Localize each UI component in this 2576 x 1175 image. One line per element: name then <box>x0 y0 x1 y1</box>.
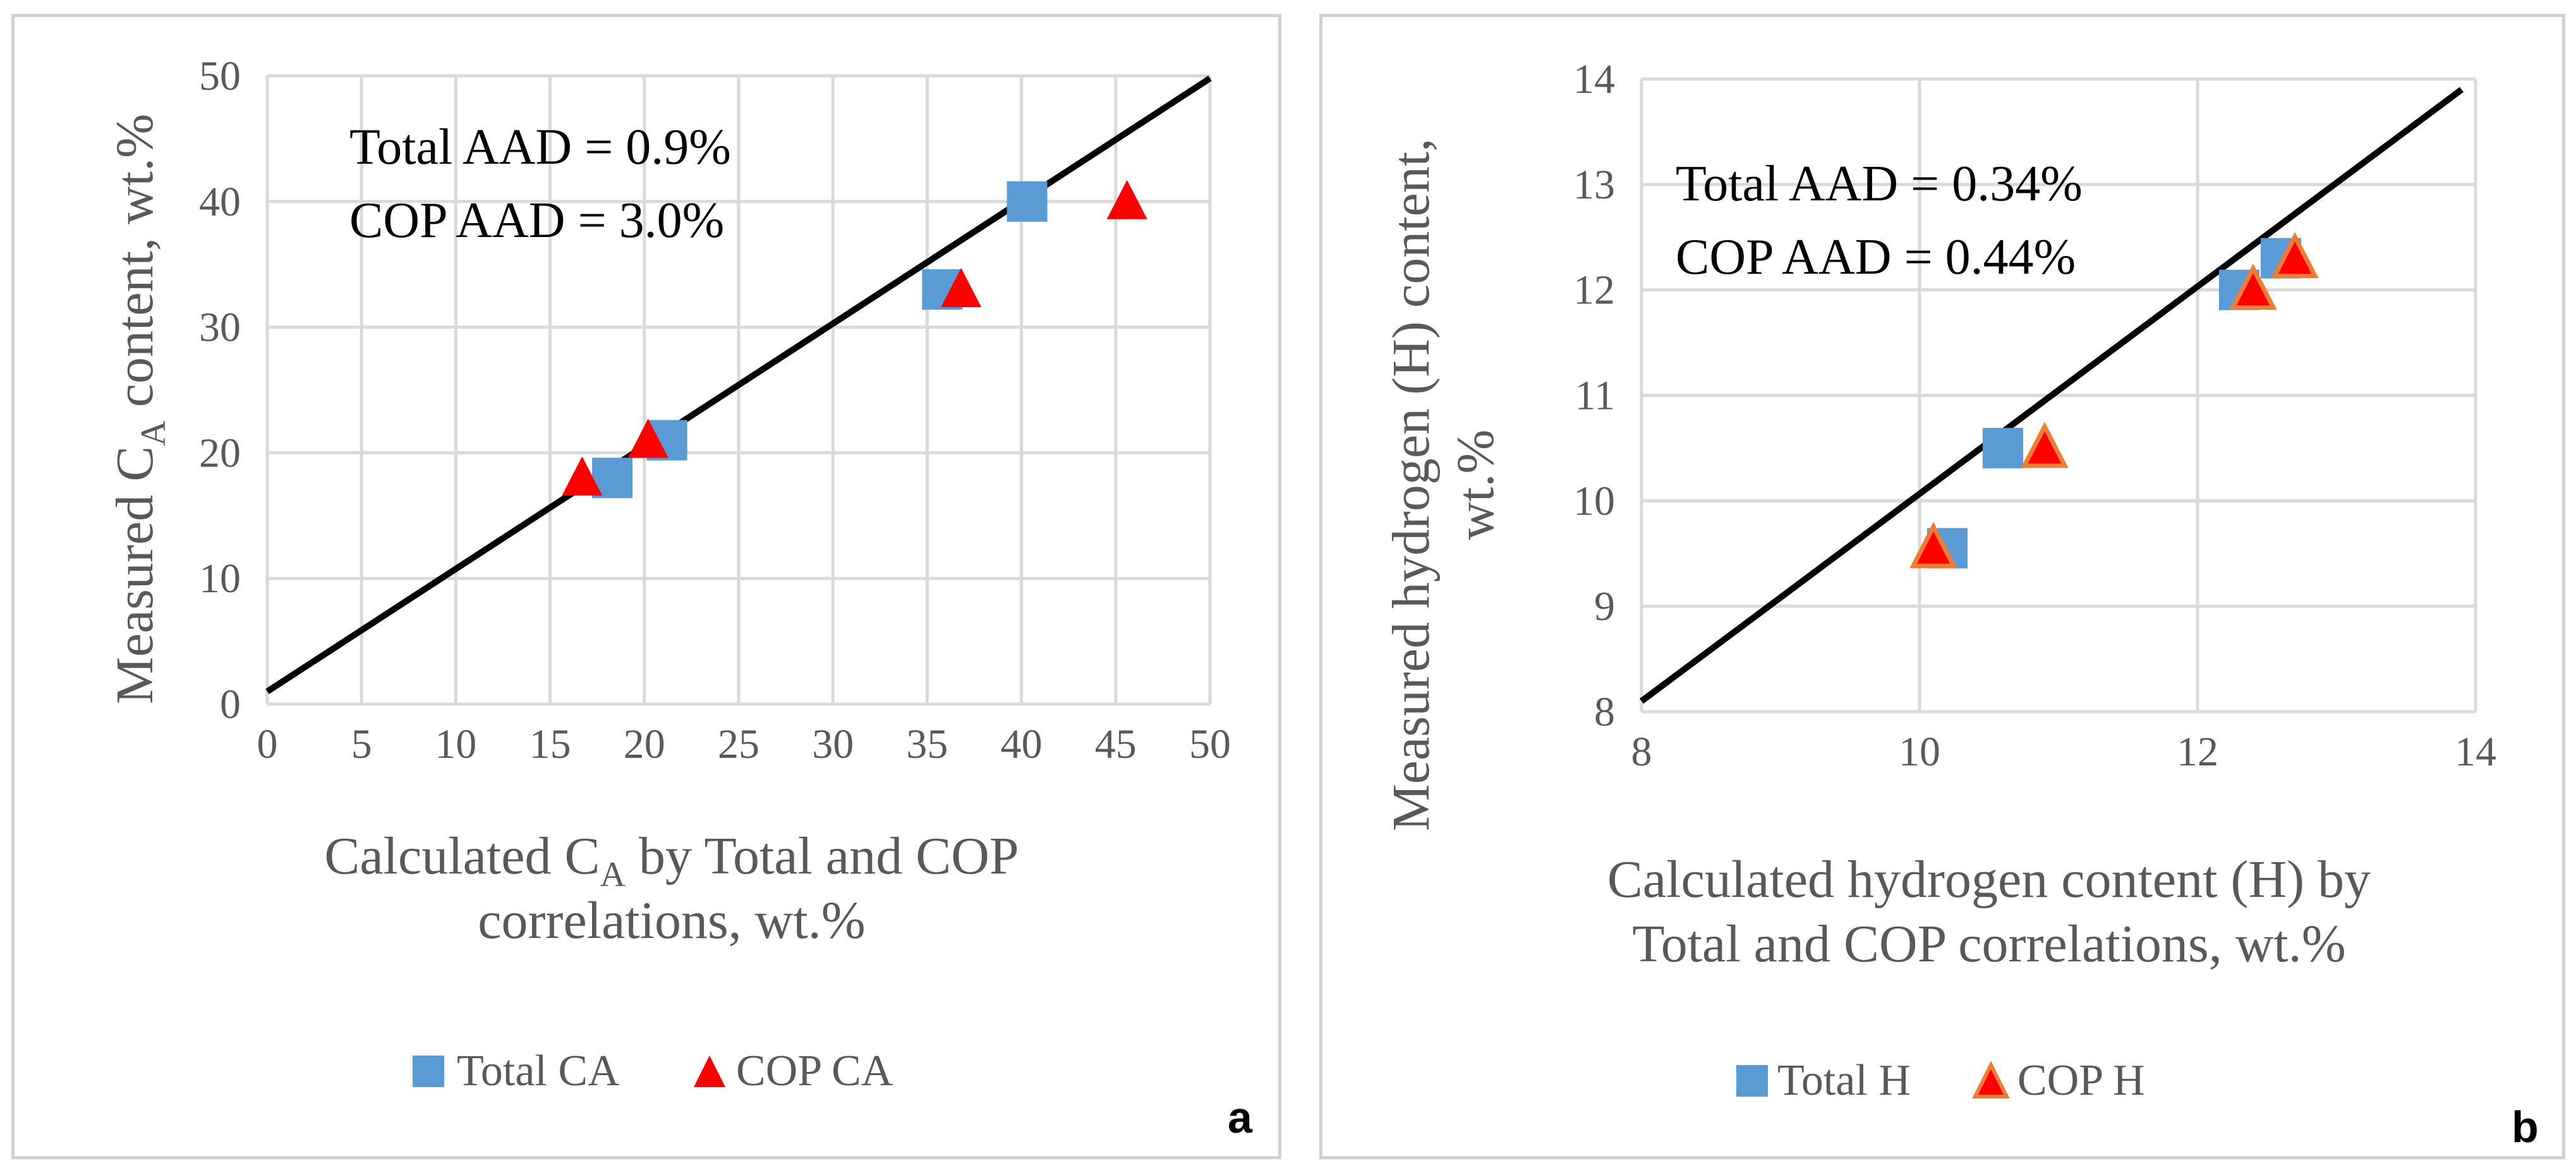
data-point-square <box>1983 427 2023 468</box>
tick-labels: 0 5 10 15 20 25 30 35 40 45 50 0 10 20 30 40 50 <box>199 53 1231 767</box>
y-tick-label: 8 <box>1594 689 1615 735</box>
x-tick-label: 30 <box>812 721 854 767</box>
legend-square-marker <box>1736 1065 1768 1097</box>
x-axis-title-pre: Calculated C <box>324 827 600 886</box>
x-tick-label: 45 <box>1095 721 1137 767</box>
legend-total-h: Total H <box>1777 1056 1911 1105</box>
data-points <box>1909 231 2319 569</box>
panel-label-b: b <box>2512 1102 2539 1152</box>
x-tick-label: 40 <box>1001 721 1043 767</box>
x-tick-label: 15 <box>529 721 571 767</box>
y-axis-title-pre: Measured C <box>106 446 164 704</box>
x-tick-label: 10 <box>435 721 476 767</box>
trend-line <box>1640 87 2464 704</box>
legend-triangle-marker <box>694 1056 725 1087</box>
data-point-triangle <box>1106 180 1147 219</box>
data-point-triangle <box>2229 264 2277 310</box>
legend-square-marker <box>413 1056 444 1087</box>
legend: Total CA COP CA <box>413 1047 893 1095</box>
x-axis-title-sub: A <box>600 855 626 894</box>
y-tick-label: 13 <box>1573 162 1615 208</box>
panel-label-a: a <box>1228 1093 1253 1142</box>
y-tick-label: 40 <box>199 179 241 225</box>
trend-line <box>265 75 1212 695</box>
x-tick-label: 12 <box>2177 729 2218 775</box>
annotation-total-aad: Total AAD = 0.34% <box>1676 156 2083 212</box>
x-axis-title: Calculated CA by Total and COP <box>324 827 1019 894</box>
legend-triangle-marker <box>1972 1061 2010 1099</box>
y-axis-title-sub: A <box>134 420 173 446</box>
y-tick-label: 10 <box>199 556 241 602</box>
y-tick-label: 10 <box>1573 478 1615 524</box>
data-point-triangle <box>2021 422 2069 468</box>
y-tick-label: 30 <box>199 305 241 351</box>
legend: Total H COP H <box>1736 1056 2145 1105</box>
data-point-triangle <box>627 418 668 458</box>
x-tick-label: 0 <box>257 721 278 767</box>
y-tick-label: 50 <box>199 53 241 99</box>
x-axis-title-line2: Total and COP correlations, wt.% <box>1632 915 2345 973</box>
x-tick-label: 35 <box>906 721 948 767</box>
chart-panel-a: 0 5 10 15 20 25 30 35 40 45 50 0 10 20 30 40 50 Total AA… <box>11 14 1281 1159</box>
data-points <box>562 180 1147 499</box>
tick-labels: 8 10 12 14 8 9 10 11 12 13 14 <box>1573 56 2496 775</box>
x-tick-label: 50 <box>1189 721 1231 767</box>
chart-b-svg: 8 10 12 14 8 9 10 11 12 13 14 Total AAD = 0.34% CO… <box>1382 56 2539 1152</box>
chart-a-svg: 0 5 10 15 20 25 30 35 40 45 50 0 10 20 30 40 50 Total AA… <box>106 53 1253 1142</box>
y-axis-title: Measured CA content, wt.% <box>106 114 173 704</box>
x-axis-title-post: by Total and COP <box>626 827 1019 886</box>
y-axis-title-line1: Measured hydrogen (H) content, <box>1382 138 1441 831</box>
y-tick-label: 20 <box>199 430 241 476</box>
x-tick-label: 10 <box>1899 729 1940 775</box>
data-point-triangle <box>562 456 603 496</box>
y-tick-label: 11 <box>1575 373 1615 419</box>
data-point-square <box>1007 181 1048 222</box>
legend-cop-ca: COP CA <box>736 1047 893 1095</box>
y-tick-label: 9 <box>1594 583 1615 630</box>
annotation-cop-aad: COP AAD = 3.0% <box>349 193 724 248</box>
legend-total-ca: Total CA <box>457 1047 620 1095</box>
x-tick-label: 14 <box>2455 729 2496 775</box>
y-axis-title-post: content, wt.% <box>106 114 164 420</box>
x-tick-label: 5 <box>351 721 372 767</box>
annotation-cop-aad: COP AAD = 0.44% <box>1676 229 2076 285</box>
x-axis-title-line1: Calculated hydrogen content (H) by <box>1607 850 2371 909</box>
y-tick-label: 12 <box>1573 267 1615 314</box>
y-tick-label: 0 <box>220 681 241 728</box>
legend-cop-h: COP H <box>2017 1056 2145 1105</box>
chart-panel-b: 8 10 12 14 8 9 10 11 12 13 14 Total AAD = 0.34% CO… <box>1319 14 2565 1159</box>
y-tick-label: 14 <box>1573 56 1615 102</box>
data-point-triangle <box>1909 521 1957 568</box>
y-axis-title-line2: wt.% <box>1446 430 1505 540</box>
x-tick-label: 20 <box>624 721 665 767</box>
x-tick-label: 8 <box>1631 729 1652 775</box>
grid <box>265 74 1212 706</box>
annotation-total-aad: Total AAD = 0.9% <box>349 119 731 175</box>
data-point-triangle <box>941 267 982 307</box>
x-tick-label: 25 <box>718 721 759 767</box>
x-axis-title-line2: correlations, wt.% <box>478 891 865 950</box>
data-point-triangle <box>2271 231 2319 279</box>
